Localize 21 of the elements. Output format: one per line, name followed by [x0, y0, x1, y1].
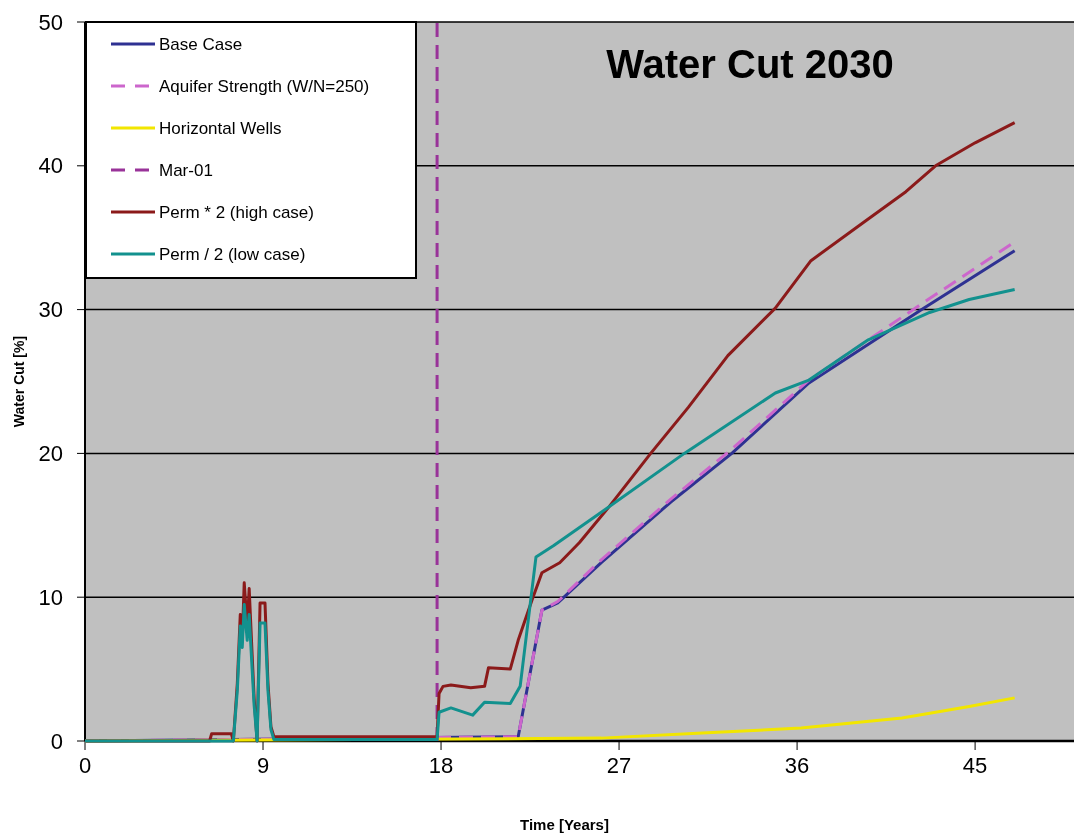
x-tick-label: 45	[962, 753, 988, 778]
x-tick-label: 36	[784, 753, 810, 778]
y-tick-label: 10	[38, 584, 63, 610]
y-tick-label: 30	[38, 297, 63, 323]
y-tick-label: 20	[38, 440, 63, 466]
legend-label: Aquifer Strength (W/N=250)	[159, 76, 370, 96]
text: Water Cut 2030	[606, 42, 894, 86]
x-tick-label: 9	[256, 753, 270, 778]
x-tick-label: 27	[606, 753, 632, 778]
legend-label: Base Case	[159, 34, 243, 54]
y-axis-title: Water Cut [%]	[11, 335, 27, 428]
legend-label: Perm / 2 (low case)	[159, 244, 306, 264]
legend-label: Horizontal Wells	[159, 118, 282, 138]
x-tick-label: 0	[78, 753, 92, 778]
x-tick-label: 18	[428, 753, 454, 778]
legend-label: Mar-01	[159, 160, 213, 180]
legend-label: Perm * 2 (high case)	[159, 202, 314, 222]
y-tick-label: 40	[38, 153, 63, 179]
y-tick-label: 50	[38, 9, 63, 35]
y-tick-label: 0	[50, 728, 63, 754]
x-axis-title: Time [Years]	[520, 816, 609, 833]
